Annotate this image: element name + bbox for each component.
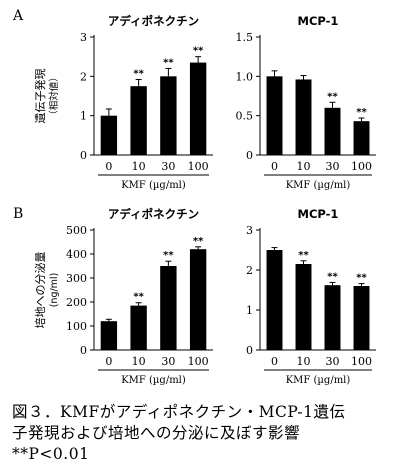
bar	[295, 79, 312, 155]
x-axis-label: KMF (µg/ml)	[286, 180, 351, 191]
y-tick-label: 1.5	[236, 31, 254, 44]
bar	[100, 321, 118, 350]
y-tick-label: 2	[80, 70, 87, 83]
significance-marker: **	[193, 236, 204, 247]
chart-title: MCP-1	[298, 207, 339, 221]
bar	[189, 62, 207, 155]
bar	[130, 86, 147, 155]
y-tick-label: 300	[66, 272, 87, 285]
bar	[189, 249, 207, 350]
y-tick-label: 1	[80, 110, 87, 123]
x-tick-label: 0	[271, 160, 278, 173]
x-tick-label: 30	[161, 355, 175, 368]
significance-marker: **	[133, 292, 144, 303]
caption-line-2: 子発現および培地への分泌に及ぼす影響	[12, 424, 301, 442]
y-tick-label: 3	[246, 224, 253, 237]
y-axis-label: 遺伝子発現 （相対値）	[33, 69, 60, 124]
significance-marker: **	[163, 57, 174, 68]
y-axis-label-line: 培地への分泌量	[33, 252, 47, 329]
y-tick-label: 0	[80, 344, 87, 357]
x-tick-label: 0	[271, 355, 278, 368]
x-tick-label: 10	[297, 160, 311, 173]
bar	[324, 285, 341, 350]
significance-marker: **	[356, 273, 367, 284]
chart-title: アディポネクチン	[108, 14, 199, 28]
significance-marker: **	[133, 68, 144, 79]
y-tick-label: 2	[246, 264, 253, 277]
y-axis-label-line: (ng/ml)	[49, 273, 60, 308]
bar	[160, 266, 177, 350]
y-tick-label: 1.0	[236, 70, 254, 83]
significance-marker: **	[327, 91, 338, 102]
bar	[295, 264, 312, 350]
panel-label-a: A	[12, 8, 24, 24]
y-tick-label: 200	[66, 296, 87, 309]
chart-title: アディポネクチン	[108, 207, 199, 221]
bar	[130, 305, 147, 350]
bar	[324, 107, 341, 155]
x-axis-label: KMF (µg/ml)	[121, 375, 186, 386]
x-tick-label: 100	[351, 355, 372, 368]
x-tick-label: 30	[326, 355, 340, 368]
significance-marker: **	[356, 107, 367, 118]
x-tick-label: 0	[105, 355, 112, 368]
bar	[266, 76, 283, 155]
x-tick-label: 10	[132, 355, 146, 368]
significance-marker: **	[298, 250, 309, 261]
x-tick-label: 100	[188, 160, 209, 173]
y-tick-label: 0	[246, 344, 253, 357]
caption-line-1: 図３．KMFがアディポネクチン・MCP-1遺伝	[12, 403, 346, 421]
x-tick-label: 10	[297, 355, 311, 368]
y-tick-label: 400	[66, 248, 87, 261]
caption-significance-note: **P<0.01	[12, 445, 90, 463]
bar	[100, 115, 118, 155]
y-tick-label: 0	[80, 149, 87, 162]
x-axis-label: KMF (µg/ml)	[121, 180, 186, 191]
panel-label-b: B	[13, 206, 23, 222]
y-tick-label: 0.5	[236, 110, 254, 123]
y-tick-label: 3	[80, 31, 87, 44]
y-tick-label: 0	[246, 149, 253, 162]
y-tick-label: 500	[66, 224, 87, 237]
figure-caption: 図３．KMFがアディポネクチン・MCP-1遺伝 子発現および培地への分泌に及ぼす…	[12, 402, 397, 465]
bar	[353, 286, 370, 350]
significance-marker: **	[193, 46, 204, 57]
bar	[266, 250, 283, 350]
y-tick-label: 1	[246, 304, 253, 317]
x-tick-label: 0	[105, 160, 112, 173]
significance-marker: **	[327, 271, 338, 282]
significance-marker: **	[163, 250, 174, 261]
x-tick-label: 100	[351, 160, 372, 173]
bar	[353, 121, 370, 155]
x-tick-label: 30	[326, 160, 340, 173]
x-tick-label: 30	[161, 160, 175, 173]
y-tick-label: 100	[66, 320, 87, 333]
bar	[160, 76, 177, 155]
y-axis-label-line: 遺伝子発現	[33, 69, 47, 124]
x-axis-label: KMF (µg/ml)	[286, 375, 351, 386]
y-axis-label-line: （相対値）	[48, 72, 60, 120]
chart-3: アディポネクチン01002003004005000**10**30**100KM…	[33, 207, 213, 386]
x-tick-label: 10	[132, 160, 146, 173]
x-tick-label: 100	[188, 355, 209, 368]
chart-title: MCP-1	[298, 14, 339, 28]
y-axis-label: 培地への分泌量 (ng/ml)	[33, 252, 60, 329]
